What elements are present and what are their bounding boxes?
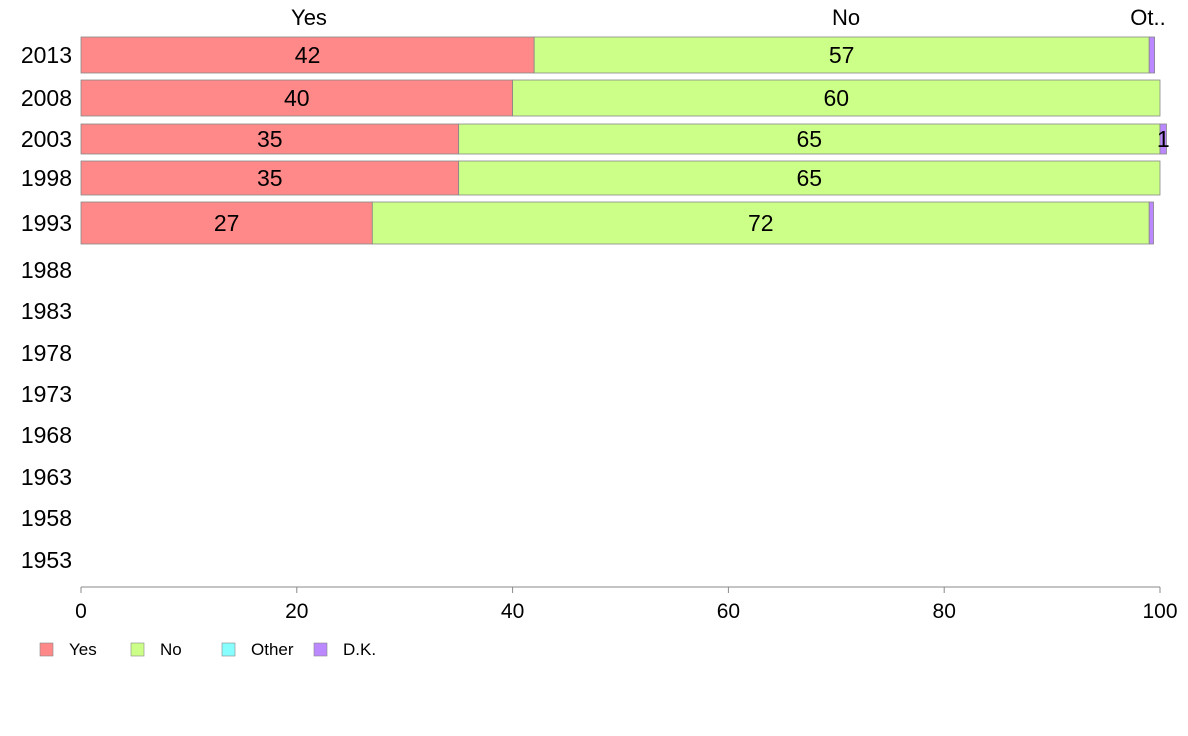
bar-segment: [1159, 123, 1167, 155]
top-series-label: No: [832, 5, 860, 30]
legend-label: No: [160, 640, 182, 659]
x-tick-label: 40: [501, 600, 524, 623]
legend-label: D.K.: [343, 640, 376, 659]
bar-segment: [80, 79, 514, 117]
legend-swatch: [313, 642, 328, 657]
y-tick-label: 2013: [21, 42, 72, 68]
bar-segment: [1148, 36, 1156, 74]
x-tick-label: 0: [75, 600, 87, 623]
bar-value-label: 1: [1157, 126, 1170, 152]
legend-swatch: [221, 642, 236, 657]
y-tick-label: 1963: [21, 464, 72, 490]
x-tick-label: 60: [717, 600, 740, 623]
bar-value-label: 65: [797, 126, 823, 152]
top-series-label: Ot..: [1130, 5, 1165, 30]
bar-segment: [458, 160, 1161, 196]
y-tick-label: 1968: [21, 422, 72, 448]
bar-segment: [458, 123, 1161, 155]
bar-segment: [80, 36, 535, 74]
y-tick-label: 2008: [21, 85, 72, 111]
bar-segment: [512, 79, 1161, 117]
y-tick-label: 1958: [21, 505, 72, 531]
y-tick-label: 1988: [21, 257, 72, 283]
bar-segment: [80, 160, 460, 196]
x-tick-label: 80: [933, 600, 956, 623]
bar-segment: [80, 201, 373, 245]
bar-segment: [1148, 201, 1154, 245]
bar-segment: [80, 123, 460, 155]
y-tick-label: 2003: [21, 126, 72, 152]
legend-swatch: [39, 642, 54, 657]
y-tick-label: 1993: [21, 210, 72, 236]
y-tick-label: 1998: [21, 165, 72, 191]
bar-value-label: 72: [748, 210, 774, 236]
y-tick-label: 1978: [21, 340, 72, 366]
bar-value-label: 40: [284, 85, 310, 111]
y-tick-label: 1953: [21, 547, 72, 573]
x-tick-label: 20: [285, 600, 308, 623]
bar-segment: [371, 201, 1150, 245]
y-tick-label: 1973: [21, 381, 72, 407]
x-tick-label: 100: [1142, 600, 1177, 623]
bar-value-label: 65: [797, 165, 823, 191]
legend-label: Yes: [69, 640, 97, 659]
bar-value-label: 60: [824, 85, 850, 111]
legend-label: Other: [251, 640, 294, 659]
bar-value-label: 57: [829, 42, 855, 68]
bar-value-label: 27: [214, 210, 240, 236]
bar-value-label: 35: [257, 126, 283, 152]
top-series-label: Yes: [291, 5, 327, 30]
bar-segment: [533, 36, 1150, 74]
legend-swatch: [130, 642, 145, 657]
y-tick-label: 1983: [21, 298, 72, 324]
bar-value-label: 42: [295, 42, 321, 68]
bar-value-label: 35: [257, 165, 283, 191]
